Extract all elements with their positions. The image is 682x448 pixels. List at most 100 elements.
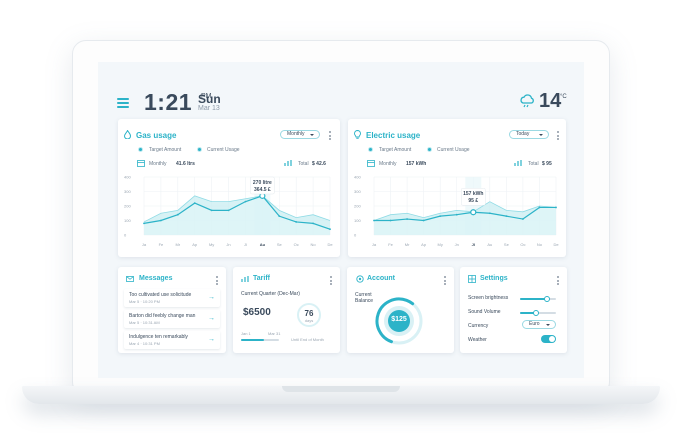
electric-card-title: Electric usage bbox=[366, 131, 421, 140]
y-tick-label: 200 bbox=[354, 204, 361, 209]
data-point bbox=[210, 209, 213, 212]
tariff-end: Mar 31 bbox=[268, 331, 281, 336]
current-area bbox=[374, 207, 556, 235]
temperature-value: 14 bbox=[539, 90, 562, 112]
y-tick-label: 100 bbox=[354, 218, 361, 223]
y-tick-label: 200 bbox=[124, 204, 131, 209]
account-balance-value: $125 bbox=[391, 316, 407, 323]
gas-period-value: Monthly bbox=[287, 131, 305, 137]
account-balance-label: Current Balance bbox=[355, 292, 374, 304]
x-tick-label: Se bbox=[504, 242, 510, 247]
x-tick-label: Au bbox=[487, 242, 492, 247]
tariff-days-unit: days bbox=[304, 318, 314, 323]
legend-current-dot bbox=[197, 147, 202, 152]
message-item[interactable]: Too cultivated use solicitude Mar 5 · 10… bbox=[124, 289, 220, 307]
data-point bbox=[193, 202, 196, 204]
data-point bbox=[406, 218, 408, 220]
tooltip-line1: 157 kWh bbox=[463, 191, 483, 197]
y-tick-label: 0 bbox=[354, 233, 357, 238]
account-more-icon[interactable] bbox=[444, 276, 446, 287]
x-tick-label: Fe bbox=[159, 242, 164, 247]
current-line bbox=[374, 206, 556, 222]
electric-monthly-label: Monthly bbox=[379, 161, 397, 167]
data-point bbox=[538, 206, 541, 209]
brightness-knob[interactable] bbox=[544, 296, 550, 302]
settings-card: Settings Screen brightness Sound Volume … bbox=[460, 267, 567, 353]
volume-knob[interactable] bbox=[533, 310, 540, 316]
weather-label: Weather bbox=[468, 337, 487, 343]
brightness-slider[interactable] bbox=[520, 296, 556, 302]
currency-label: Currency bbox=[468, 323, 489, 329]
data-point bbox=[329, 228, 331, 231]
tariff-amount: $6500 bbox=[243, 307, 271, 318]
arrow-right-icon: → bbox=[208, 294, 215, 301]
clock-date: Mar 13 bbox=[198, 105, 220, 112]
data-point bbox=[389, 219, 392, 222]
message-time: Mar 5 · 10:20 PM bbox=[129, 299, 160, 304]
gas-more-icon[interactable] bbox=[329, 131, 331, 142]
data-point bbox=[488, 212, 491, 215]
clock-ampm: PM bbox=[201, 93, 212, 100]
electric-usage-card: Electric usage Today Target Amount Curre… bbox=[348, 119, 566, 257]
tariff-progress-bar bbox=[241, 339, 279, 341]
x-tick-label: Au bbox=[260, 242, 266, 247]
tariff-more-icon[interactable] bbox=[330, 276, 332, 287]
clock-time: 1:21 bbox=[144, 89, 193, 115]
currency-select[interactable]: Euro bbox=[522, 320, 556, 329]
gas-total-label: Total bbox=[298, 161, 309, 167]
x-tick-label: My bbox=[438, 242, 443, 247]
electric-total-label: Total bbox=[528, 161, 539, 167]
target-line bbox=[373, 201, 557, 221]
calendar-icon bbox=[367, 160, 375, 167]
gas-monthly-label: Monthly bbox=[149, 161, 167, 167]
lightbulb-icon bbox=[354, 130, 361, 139]
x-tick-label: Ap bbox=[421, 242, 427, 247]
volume-slider[interactable] bbox=[520, 310, 556, 316]
account-title: Account bbox=[367, 275, 395, 282]
calendar-icon bbox=[137, 160, 145, 167]
data-point bbox=[227, 209, 230, 212]
tooltip-line2: 364.5 £ bbox=[254, 187, 271, 193]
x-tick-label: Oc bbox=[520, 242, 525, 247]
gauge-center bbox=[388, 310, 410, 332]
weather-toggle[interactable] bbox=[541, 335, 556, 343]
data-point bbox=[373, 219, 375, 222]
legend-target-label: Target Amount bbox=[149, 147, 182, 153]
tariff-days-value: 76 bbox=[304, 309, 314, 318]
data-point bbox=[522, 218, 524, 220]
message-item[interactable]: Barton did feebly change man Mar 5 · 10:… bbox=[124, 310, 220, 328]
y-tick-label: 300 bbox=[124, 189, 131, 194]
data-point bbox=[555, 206, 557, 209]
legend-target-label: Target Amount bbox=[379, 147, 412, 153]
flame-icon bbox=[124, 130, 131, 139]
electric-monthly-value: 157 kWh bbox=[406, 161, 427, 167]
brightness-fill bbox=[520, 298, 547, 300]
volume-label: Sound Volume bbox=[468, 309, 501, 315]
brightness-label: Screen brightness bbox=[468, 295, 509, 301]
clock-day: Sun bbox=[198, 92, 221, 106]
electric-period-select[interactable]: Today bbox=[509, 130, 549, 139]
tooltip-box bbox=[250, 176, 275, 195]
data-point bbox=[455, 213, 458, 216]
settings-more-icon[interactable] bbox=[557, 276, 559, 287]
electric-more-icon[interactable] bbox=[557, 131, 559, 142]
message-time: Mar 5 · 10:31 AM bbox=[129, 320, 160, 325]
arrow-right-icon: → bbox=[208, 336, 215, 343]
data-point bbox=[295, 221, 298, 223]
temperature-unit: °C bbox=[560, 94, 567, 100]
gas-monthly-value: 41.6 ltrs bbox=[176, 161, 195, 167]
menu-icon[interactable] bbox=[117, 98, 129, 108]
y-tick-label: 0 bbox=[124, 233, 127, 238]
gas-period-select[interactable]: Monthly bbox=[280, 130, 320, 139]
messages-more-icon[interactable] bbox=[216, 276, 218, 287]
x-tick-label: Jn bbox=[226, 242, 230, 247]
x-tick-label: Jl bbox=[244, 242, 247, 247]
messages-title: Messages bbox=[139, 275, 173, 282]
chart-bars-icon bbox=[514, 160, 522, 166]
laptop-base bbox=[22, 386, 660, 404]
tooltip-box bbox=[461, 187, 486, 206]
y-tick-label: 400 bbox=[354, 175, 361, 180]
message-item[interactable]: Indulgence ten remarkably Mar 4 · 10:31 … bbox=[124, 331, 220, 349]
target-line bbox=[143, 195, 331, 223]
account-card: Account Current Balance $125 bbox=[347, 267, 454, 353]
